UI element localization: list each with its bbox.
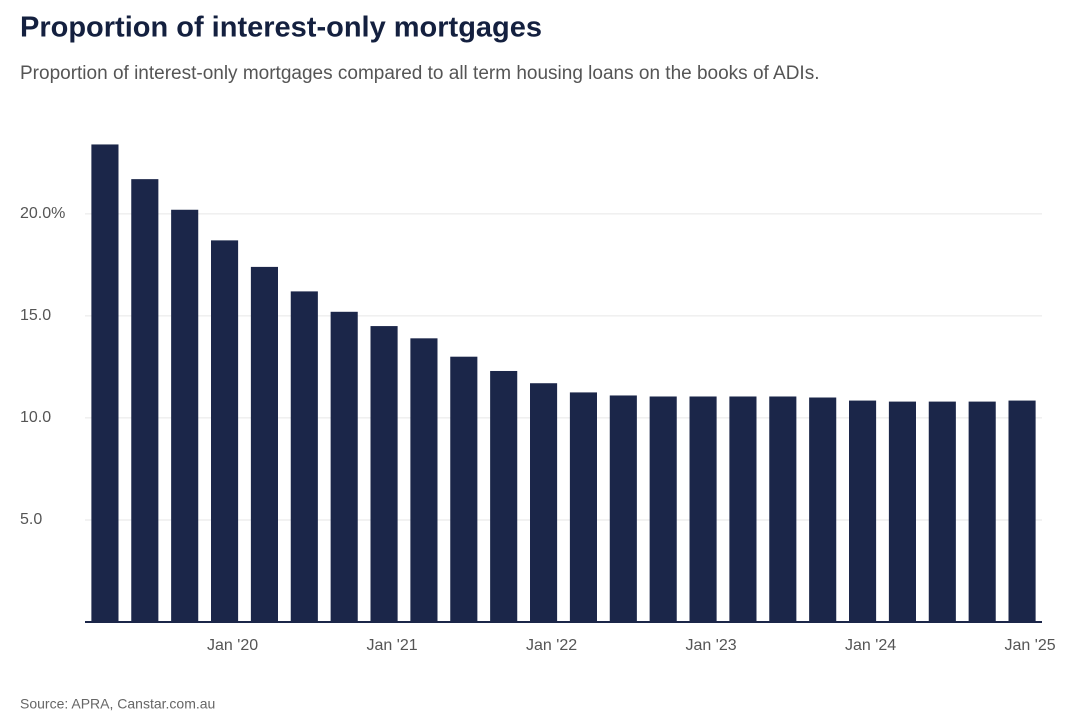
bar bbox=[1008, 400, 1036, 622]
x-tick-label: Jan '21 bbox=[367, 637, 418, 654]
bar bbox=[609, 395, 637, 622]
bar bbox=[490, 370, 518, 622]
bar bbox=[290, 291, 318, 622]
x-tick-label: Jan '24 bbox=[845, 637, 896, 654]
bar bbox=[729, 396, 757, 622]
bar bbox=[968, 401, 996, 622]
bar bbox=[211, 240, 239, 622]
bar bbox=[450, 356, 478, 622]
y-tick-label: 10.0 bbox=[20, 409, 51, 426]
bar bbox=[928, 401, 956, 622]
bar bbox=[809, 397, 837, 622]
bar bbox=[330, 311, 358, 622]
bar bbox=[410, 338, 438, 622]
x-tick-label: Jan '25 bbox=[1005, 637, 1056, 654]
x-tick-label: Jan '22 bbox=[526, 637, 577, 654]
chart-title: Proportion of interest-only mortgages bbox=[20, 12, 542, 44]
bar bbox=[649, 396, 677, 622]
bar bbox=[888, 401, 916, 622]
bar bbox=[171, 209, 199, 622]
bar bbox=[769, 396, 797, 622]
bar bbox=[569, 392, 597, 622]
bar bbox=[689, 396, 717, 622]
x-tick-label: Jan '20 bbox=[207, 637, 258, 654]
y-tick-label: 5.0 bbox=[20, 511, 42, 528]
chart-subtitle: Proportion of interest-only mortgages co… bbox=[20, 63, 819, 84]
bar bbox=[370, 326, 398, 622]
y-tick-label: 15.0 bbox=[20, 307, 51, 324]
bar bbox=[131, 179, 159, 622]
source: Source: APRA, Canstar.com.au bbox=[20, 696, 215, 712]
bar bbox=[250, 266, 278, 622]
x-tick-label: Jan '23 bbox=[686, 637, 737, 654]
y-tick-label: 20.0% bbox=[20, 205, 65, 222]
bar bbox=[530, 383, 558, 622]
bar bbox=[849, 400, 877, 622]
bar bbox=[91, 144, 119, 622]
